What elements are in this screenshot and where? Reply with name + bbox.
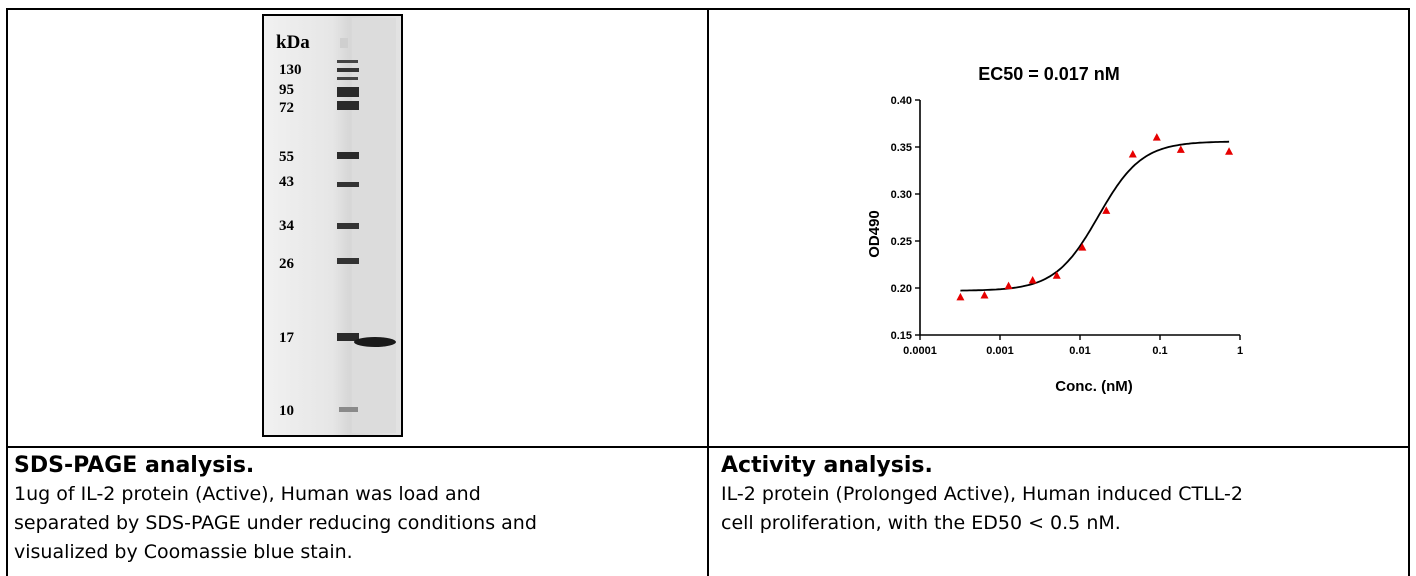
ladder-band bbox=[337, 152, 359, 159]
marker-label: 130 bbox=[279, 62, 302, 78]
chart-title: EC50 = 0.017 nM bbox=[978, 64, 1120, 84]
ladder-band bbox=[337, 258, 359, 264]
sds-page-gel: kDa 130 95 72 55 43 34 26 17 10 bbox=[262, 14, 403, 437]
sample-lane bbox=[352, 18, 396, 433]
ladder-band bbox=[337, 87, 359, 97]
y-tick-label: 0.25 bbox=[891, 236, 912, 248]
data-point bbox=[980, 291, 989, 299]
x-axis-label: Conc. (nM) bbox=[1055, 378, 1132, 395]
ladder-band bbox=[337, 223, 359, 229]
data-point bbox=[1028, 275, 1037, 284]
chart-plot-area: 0.15 0.20 0.25 0.30 0.35 0.40 0.0001 0.001 0.01 0… bbox=[891, 95, 1243, 357]
data-point bbox=[1152, 133, 1161, 141]
caption-line: 1ug of IL-2 protein (Active), Human was … bbox=[14, 483, 481, 505]
marker-label: 55 bbox=[279, 149, 294, 165]
marker-labels: 130 95 72 55 43 34 26 17 10 bbox=[279, 62, 302, 419]
data-point bbox=[1128, 150, 1137, 158]
y-tick-label: 0.30 bbox=[891, 189, 912, 201]
column-divider bbox=[707, 8, 709, 576]
data-point bbox=[956, 292, 965, 301]
fit-curve bbox=[960, 140, 1230, 292]
ladder-band bbox=[337, 101, 359, 110]
marker-label: 72 bbox=[279, 100, 294, 116]
ladder-band bbox=[337, 77, 358, 80]
row-divider bbox=[6, 446, 1410, 448]
caption-title: Activity analysis. bbox=[721, 453, 933, 478]
activity-chart: EC50 = 0.017 nM OD490 Conc. (nM) 0.15 0.2… bbox=[866, 64, 1243, 395]
marker-label: 26 bbox=[279, 256, 295, 272]
marker-label: 17 bbox=[279, 330, 295, 346]
caption-line: visualized by Coomassie blue stain. bbox=[14, 541, 353, 563]
y-tick-label: 0.20 bbox=[891, 283, 912, 295]
caption-title: SDS-PAGE analysis. bbox=[14, 453, 255, 478]
y-tick-label: 0.40 bbox=[891, 95, 912, 107]
marker-ladder bbox=[337, 38, 359, 412]
data-point bbox=[1102, 206, 1111, 214]
y-tick-label: 0.35 bbox=[891, 142, 912, 154]
data-point bbox=[1176, 145, 1185, 153]
x-tick-label: 0.01 bbox=[1069, 345, 1090, 357]
activity-caption: Activity analysis. IL-2 protein (Prolong… bbox=[721, 452, 1401, 538]
ladder-band bbox=[339, 407, 358, 412]
ladder-band bbox=[337, 333, 359, 341]
data-point bbox=[1225, 147, 1234, 155]
x-tick-label: 0.1 bbox=[1152, 345, 1167, 357]
data-point bbox=[1078, 243, 1087, 251]
marker-label: 95 bbox=[279, 82, 294, 98]
data-point bbox=[1004, 281, 1013, 290]
marker-label: 34 bbox=[279, 218, 295, 234]
sds-page-caption: SDS-PAGE analysis. 1ug of IL-2 protein (… bbox=[14, 452, 694, 567]
ladder-band bbox=[337, 60, 358, 63]
y-tick-label: 0.15 bbox=[891, 330, 912, 342]
kda-label: kDa bbox=[276, 32, 310, 53]
caption-line: separated by SDS-PAGE under reducing con… bbox=[14, 512, 537, 534]
y-axis-label: OD490 bbox=[866, 210, 883, 258]
caption-line: IL-2 protein (Prolonged Active), Human i… bbox=[721, 483, 1243, 505]
x-tick-label: 0.001 bbox=[986, 345, 1014, 357]
x-tick-label: 1 bbox=[1237, 345, 1243, 357]
marker-label: 10 bbox=[279, 403, 294, 419]
il2-protein-band bbox=[354, 337, 396, 347]
caption-line: cell proliferation, with the ED50 < 0.5 … bbox=[721, 512, 1121, 534]
x-tick-label: 0.0001 bbox=[903, 345, 937, 357]
marker-label: 43 bbox=[279, 174, 294, 190]
ladder-band bbox=[337, 68, 359, 72]
ladder-band bbox=[337, 182, 359, 187]
data-point bbox=[1052, 271, 1061, 279]
